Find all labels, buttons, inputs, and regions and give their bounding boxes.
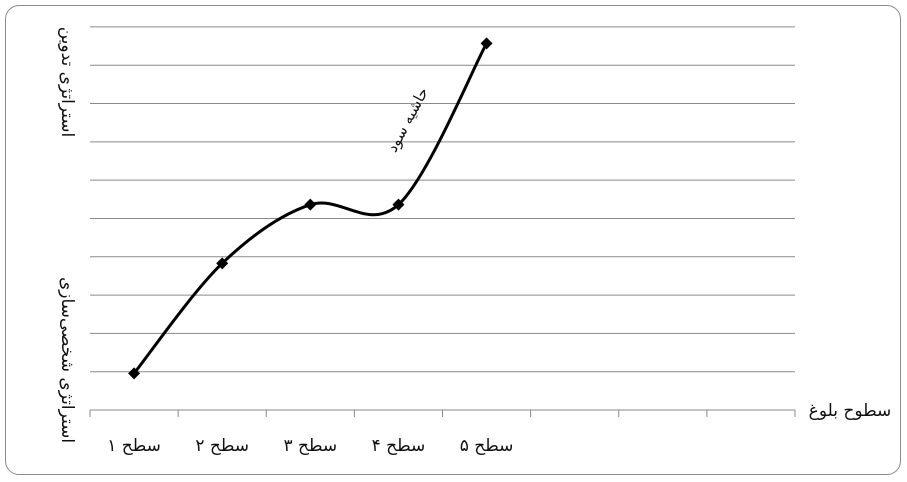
y-axis-title-top: استراتژی تدوین <box>57 27 77 138</box>
x-tick-labels: سطح ۱ سطح ۲ سطح ۳ سطح ۴ سطح ۵ <box>107 436 513 456</box>
chart-frame <box>5 5 901 475</box>
x-tick-label: سطح ۳ <box>283 436 337 456</box>
x-tick-label: سطح ۱ <box>107 436 161 456</box>
axes <box>89 409 796 417</box>
data-point-marker <box>392 198 405 211</box>
annotation-label: حاشیه سود <box>383 84 432 155</box>
gridlines <box>90 26 795 373</box>
x-tick-label: سطح ۴ <box>372 436 426 456</box>
data-point-marker <box>304 198 317 211</box>
x-axis-title: سطوح بلوغ <box>809 401 892 421</box>
x-tick-label: سطح ۵ <box>460 436 514 456</box>
data-point-marker <box>128 367 141 380</box>
data-markers <box>128 37 493 380</box>
data-point-marker <box>480 37 493 50</box>
data-point-marker <box>216 257 229 270</box>
x-tick-label: سطح ۲ <box>195 436 249 456</box>
y-axis-title-bottom: استراتژی شخصی‌سازی <box>57 277 77 443</box>
